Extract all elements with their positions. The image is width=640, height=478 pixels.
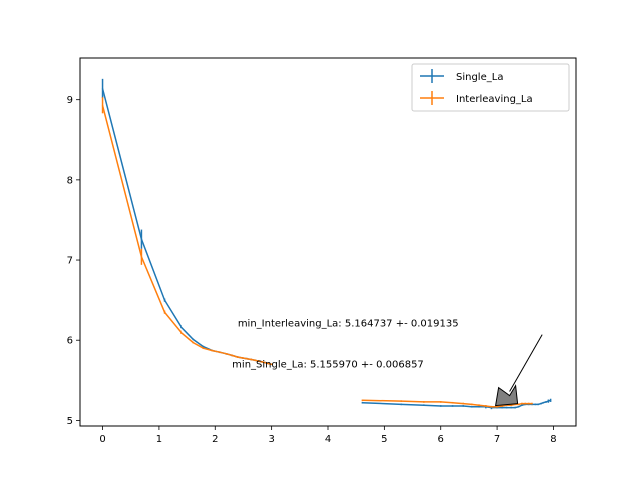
legend-item: Single_La — [420, 69, 503, 83]
y-tick-label: 8 — [67, 175, 73, 186]
annotation-text: min_Interleaving_La: 5.164737 +- 0.01913… — [238, 319, 459, 330]
y-tick-label: 5 — [67, 416, 73, 427]
legend: Single_La Interleaving_La — [411, 63, 570, 112]
x-tick-label: 2 — [212, 434, 218, 445]
y-tick-label: 7 — [67, 256, 73, 267]
legend-box — [411, 63, 570, 112]
annotation-arrow-line — [509, 334, 543, 392]
x-tick-label: 6 — [438, 434, 444, 445]
x-tick-label: 5 — [381, 434, 387, 445]
y-tick-label: 9 — [67, 95, 73, 106]
annotation-text: min_Single_La: 5.155970 +- 0.006857 — [232, 359, 424, 370]
axis-ticks: 0 1 2 3 4 5 6 7 8 5 6 7 8 9 — [67, 95, 557, 445]
x-tick-label: 8 — [550, 434, 556, 445]
annotations: min_Interleaving_La: 5.164737 +- 0.01913… — [232, 319, 543, 407]
legend-label: Single_La — [456, 72, 503, 83]
legend-item: Interleaving_La — [420, 91, 533, 105]
annotation-arrow-head — [495, 384, 519, 407]
legend-label: Interleaving_La — [456, 94, 533, 105]
x-tick-label: 1 — [156, 434, 162, 445]
x-tick-label: 0 — [99, 434, 105, 445]
series-Interleaving_La — [101, 97, 533, 408]
x-tick-label: 7 — [494, 434, 500, 445]
series-layer — [101, 78, 552, 410]
x-tick-label: 4 — [325, 434, 331, 445]
x-tick-label: 3 — [268, 434, 274, 445]
y-tick-label: 6 — [67, 336, 73, 347]
